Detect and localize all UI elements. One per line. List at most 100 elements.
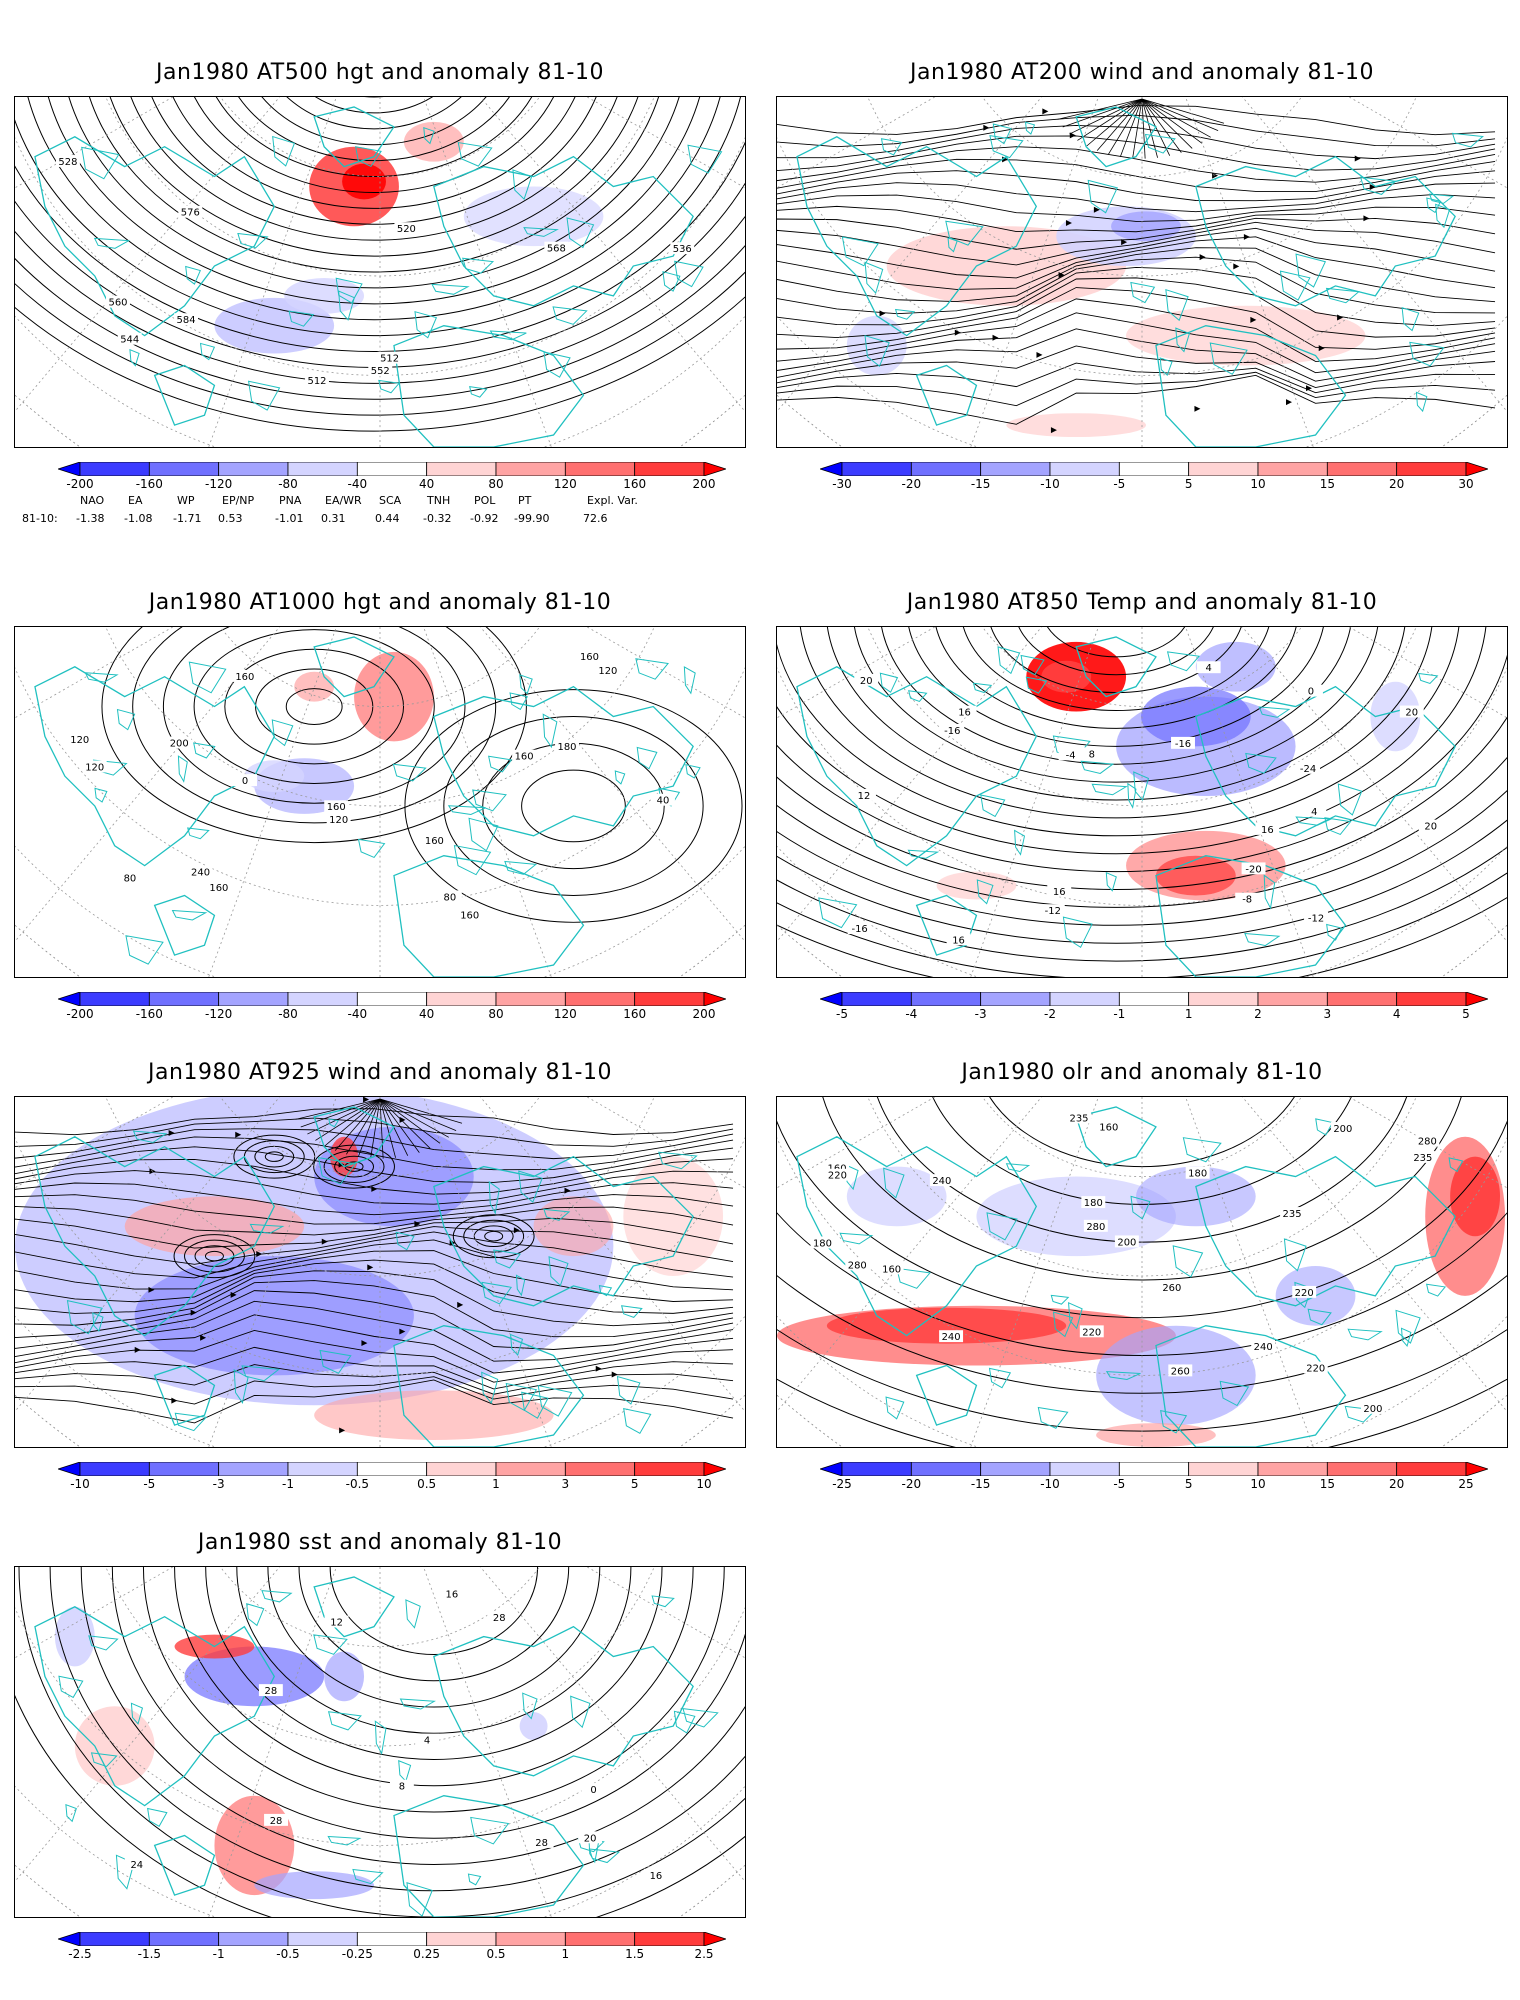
- streamline: [379, 1098, 396, 1158]
- contour-label: 220: [1303, 1361, 1328, 1375]
- contour-line: [443, 715, 704, 896]
- streamline-arrow: [513, 1227, 520, 1234]
- border-line: [319, 1349, 352, 1374]
- streamline: [1096, 98, 1143, 151]
- contour-line: [47, 97, 701, 305]
- streamline: [379, 1098, 384, 1159]
- svg-text:160: 160: [425, 836, 444, 847]
- streamline: [1077, 98, 1143, 141]
- svg-text:200: 200: [170, 739, 189, 750]
- map-svg: [15, 1097, 745, 1447]
- border-line: [570, 1695, 591, 1729]
- border-line: [1263, 874, 1276, 910]
- border-line: [470, 1816, 510, 1845]
- anomaly-patch: [1450, 1156, 1501, 1237]
- border-line: [352, 1868, 384, 1885]
- panel-title: Jan1980 sst and anomaly 81-10: [197, 1530, 563, 1555]
- colorbar-bin: [426, 1932, 497, 1946]
- colorbar-tick-label: 5: [630, 1477, 639, 1491]
- colorbar-tick-label: 1: [1184, 1007, 1193, 1021]
- teleconnection-value: -1.08: [124, 512, 153, 525]
- contour-label: 220: [1292, 1285, 1317, 1299]
- border-line: [1166, 651, 1201, 672]
- border-line: [431, 283, 470, 295]
- border-line: [1182, 1137, 1222, 1163]
- border-line: [317, 1157, 357, 1185]
- contour-line: [285, 688, 343, 725]
- contour-label: 12: [324, 1615, 349, 1629]
- contour-label: 0: [581, 1783, 606, 1796]
- border-line: [392, 763, 427, 782]
- streamline-arrow: [230, 1291, 237, 1298]
- colorbar-tick-label: 80: [488, 1007, 504, 1021]
- meridian-line: [208, 97, 337, 447]
- border-line: [614, 770, 626, 785]
- colorbar-bin: [356, 1932, 428, 1946]
- border-line: [1130, 281, 1156, 304]
- contour-line: [908, 627, 1324, 747]
- border-line: [130, 1702, 144, 1725]
- coastline: [313, 1576, 395, 1638]
- border-line: [1130, 1195, 1151, 1220]
- border-line: [651, 1595, 675, 1608]
- teleconnection-value: -1.01: [275, 512, 304, 525]
- contour-line: [334, 1155, 375, 1178]
- contour-label: 4: [1196, 661, 1221, 674]
- contour-label: 200: [1360, 1401, 1385, 1415]
- colorbar-tick-label: 200: [692, 1007, 716, 1021]
- streamline: [777, 135, 1496, 171]
- panel-title: Jan1980 AT500 hgt and anomaly 81-10: [156, 60, 604, 85]
- border-line: [94, 787, 108, 803]
- coastline: [1155, 325, 1347, 447]
- colorbar-bin: [287, 992, 358, 1006]
- streamline-arrow: [1065, 219, 1072, 226]
- colorbar-tick-label: 2: [1254, 1007, 1262, 1021]
- contour-line: [777, 756, 1507, 908]
- streamline: [777, 374, 1496, 425]
- streamline: [15, 1290, 734, 1350]
- streamline: [15, 1270, 734, 1327]
- svg-text:536: 536: [673, 244, 692, 255]
- colorbar: -200 -160 -120 -80 -40 40 80 120 160 200: [58, 462, 726, 498]
- contour-line: [15, 141, 745, 352]
- svg-text:180: 180: [813, 1238, 832, 1249]
- contour-line: [777, 846, 1507, 962]
- svg-text:24: 24: [130, 1860, 143, 1871]
- streamline: [315, 1098, 381, 1141]
- streamline-arrow: [1036, 351, 1043, 358]
- contour-label: -12: [1304, 911, 1328, 924]
- contour-line: [80, 1567, 745, 1865]
- colorbar: -200 -160 -120 -80 -40 40 80 120 160 200: [58, 992, 726, 1028]
- colorbar-svg: [58, 462, 726, 476]
- anomaly-patch: [1136, 1166, 1256, 1227]
- streamline: [777, 182, 1496, 213]
- contour-label: 20: [1418, 819, 1443, 833]
- colorbar-arrow-low: [58, 1462, 81, 1476]
- contour-label: -4: [1058, 748, 1083, 761]
- contour-label: 160: [1096, 1120, 1121, 1134]
- svg-text:220: 220: [1306, 1364, 1325, 1375]
- border-line: [1415, 391, 1428, 413]
- svg-text:235: 235: [1070, 1113, 1089, 1124]
- border-line: [1451, 132, 1484, 148]
- streamline: [1141, 98, 1158, 158]
- border-line: [378, 379, 401, 394]
- border-line: [662, 271, 681, 292]
- contour-line: [1046, 627, 1186, 658]
- coastline: [1195, 155, 1456, 307]
- colorbar-svg: [58, 1462, 726, 1476]
- teleconnection-value: -1.71: [173, 512, 202, 525]
- streamline-arrow: [611, 1371, 618, 1378]
- border-line: [988, 1367, 1012, 1389]
- anomaly-patch: [826, 1307, 1067, 1344]
- meridian-line: [1185, 1097, 1314, 1447]
- anomaly-patch: [254, 1871, 375, 1900]
- border-line: [1025, 676, 1048, 694]
- anomaly-patch: [1041, 660, 1092, 693]
- panel-title: Jan1980 AT925 wind and anomaly 81-10: [148, 1060, 612, 1085]
- colorbar-bin: [148, 1932, 220, 1946]
- border-line: [457, 141, 493, 167]
- contour-line: [932, 1097, 1352, 1205]
- streamline: [777, 205, 1496, 233]
- meridian-line: [586, 1097, 745, 1189]
